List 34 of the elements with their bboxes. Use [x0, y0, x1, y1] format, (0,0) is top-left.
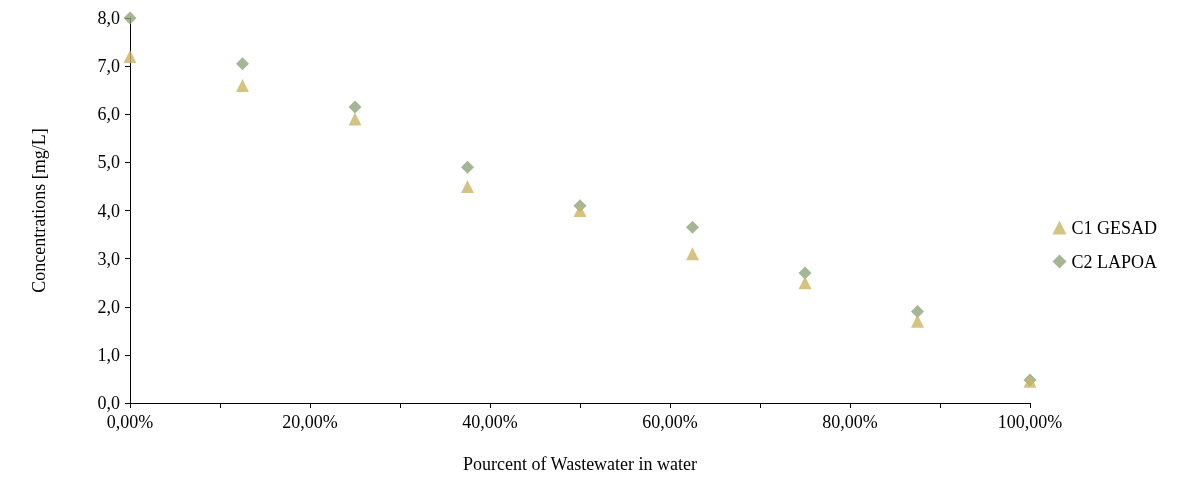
point	[123, 50, 137, 63]
x-tick-label: 60,00%	[642, 412, 698, 432]
x-tick-label: 40,00%	[462, 412, 518, 432]
point	[573, 204, 587, 217]
y-tick-label: 1,0	[97, 344, 120, 365]
y-tick-label: 0,0	[97, 393, 120, 413]
point	[236, 78, 249, 92]
point	[686, 247, 699, 261]
point	[911, 314, 924, 328]
x-tick-label: 100,00%	[997, 412, 1063, 432]
x-axis-title: Pourcent of Wastewater in water	[462, 454, 698, 474]
y-tick-label: 4,0	[97, 200, 120, 221]
point	[911, 305, 924, 319]
point	[348, 100, 362, 114]
point	[686, 220, 699, 234]
legend-label: C1 GESAD	[1071, 217, 1158, 238]
point	[798, 266, 812, 280]
x-tick-label: 80,00%	[822, 412, 878, 432]
x-tick-label: 20,00%	[282, 412, 338, 432]
y-axis-title: Concentrations [mg/L]	[29, 128, 49, 293]
y-tick-label: 3,0	[97, 248, 120, 269]
point	[461, 179, 474, 193]
y-tick-label: 7,0	[97, 56, 120, 77]
point	[798, 276, 812, 290]
point	[461, 160, 474, 174]
point	[123, 11, 137, 25]
y-tick-label: 8,0	[97, 8, 120, 28]
point	[236, 57, 249, 71]
y-tick-label: 2,0	[97, 296, 120, 317]
legend-label: C2 LAPOA	[1071, 251, 1158, 272]
point	[348, 112, 362, 126]
y-tick-label: 6,0	[97, 104, 120, 125]
y-tick-label: 5,0	[97, 152, 120, 173]
x-tick-label: 0,00%	[106, 412, 154, 432]
